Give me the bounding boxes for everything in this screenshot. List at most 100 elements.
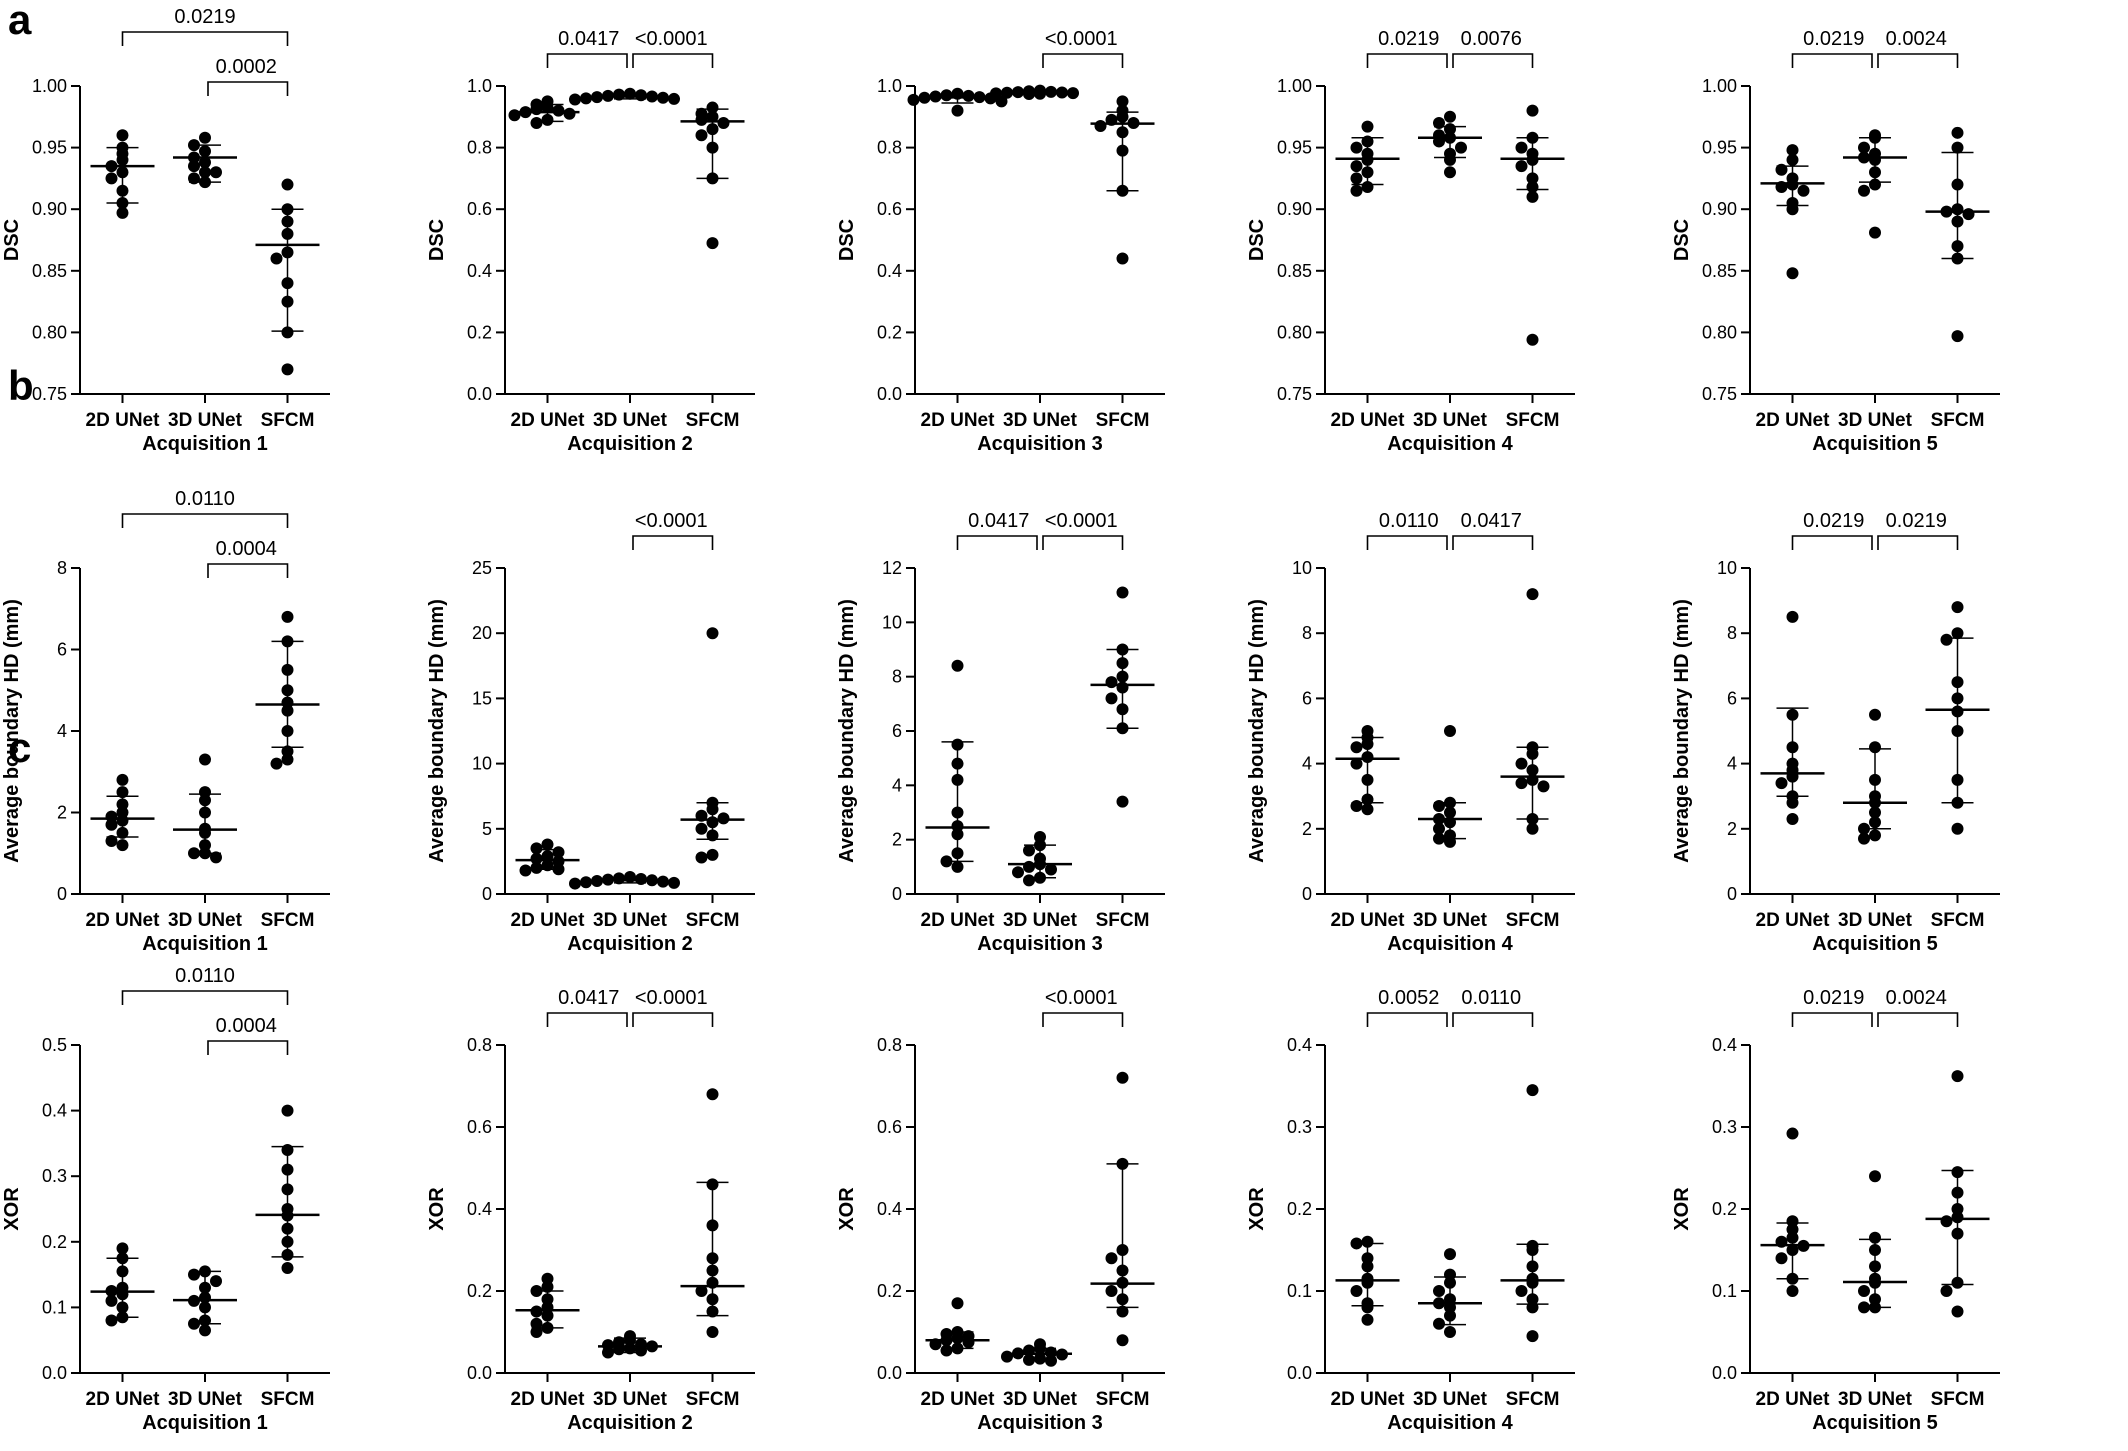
p-value-label: 0.0417 <box>558 987 619 1009</box>
y-tick-label: 0.80 <box>1277 322 1312 342</box>
p-value-label: 0.0219 <box>1803 987 1864 1009</box>
data-point <box>1787 611 1799 623</box>
data-point <box>1527 334 1539 346</box>
data-point <box>1869 227 1881 239</box>
y-axis-title: XOR <box>1 1187 23 1231</box>
y-tick-label: 10 <box>882 612 902 632</box>
x-tick-label: 2D UNet <box>86 910 161 931</box>
y-tick-label: 0.2 <box>877 1281 902 1301</box>
y-axis-title: Average boundary HD (mm) <box>1671 599 1693 863</box>
p-value-label: 0.0024 <box>1886 28 1947 50</box>
y-axis-title: DSC <box>1246 219 1268 261</box>
data-point <box>1963 208 1975 220</box>
p-value-label: 0.0004 <box>216 1015 277 1037</box>
y-tick-label: 0.4 <box>1712 1035 1737 1055</box>
x-tick-label: SFCM <box>1931 1389 1985 1410</box>
y-tick-label: 0.0 <box>467 1363 492 1383</box>
significance-bracket <box>1043 536 1123 550</box>
x-axis-title: Acquisition 3 <box>977 933 1103 955</box>
data-point <box>1952 601 1964 613</box>
chart-b4: 02468102D UNet 3D UNet SFCMAcquisition 4Av… <box>1246 510 1575 955</box>
data-point <box>1952 127 1964 139</box>
p-value-label: 0.0110 <box>175 965 235 987</box>
y-tick-label: 0.0 <box>1712 1363 1737 1383</box>
data-point <box>1362 121 1374 133</box>
x-tick-label: 3D UNet <box>1003 1389 1078 1410</box>
data-point <box>707 237 719 249</box>
x-tick-label: 2D UNet <box>511 410 586 431</box>
x-tick-label: SFCM <box>1506 1389 1560 1410</box>
data-point <box>282 179 294 191</box>
data-point <box>1869 1170 1881 1182</box>
chart-b5: 02468102D UNet 3D UNet SFCMAcquisition 5Av… <box>1671 510 2000 955</box>
data-point <box>1433 1285 1445 1297</box>
significance-bracket <box>208 82 288 96</box>
data-point <box>1527 1330 1539 1342</box>
chart-c1: 0.00.10.20.30.40.52D UNet 3D UNet SFCMAcqu… <box>1 965 330 1434</box>
p-value-label: <0.0001 <box>635 987 708 1009</box>
data-point <box>613 1343 625 1355</box>
data-point <box>1444 166 1456 178</box>
x-tick-label: 2D UNet <box>1331 910 1406 931</box>
x-tick-label: 2D UNet <box>1331 1389 1406 1410</box>
x-axis-title: Acquisition 4 <box>1387 433 1513 455</box>
x-tick-label: SFCM <box>1096 410 1150 431</box>
x-tick-label: 3D UNet <box>1413 410 1488 431</box>
data-point <box>188 160 200 172</box>
y-tick-label: 8 <box>892 667 902 687</box>
y-tick-label: 0.3 <box>42 1166 67 1186</box>
x-tick-label: 2D UNet <box>86 410 161 431</box>
data-point <box>941 1344 953 1356</box>
x-tick-label: 3D UNet <box>168 910 243 931</box>
data-point <box>282 754 294 766</box>
x-tick-label: SFCM <box>261 910 315 931</box>
data-point <box>1538 780 1550 792</box>
figure-canvas: 0.750.800.850.900.951.002D UNet 3D UNet SF… <box>0 0 2128 1451</box>
data-point <box>1527 1084 1539 1096</box>
x-tick-label: SFCM <box>686 1389 740 1410</box>
y-axis-title: XOR <box>426 1187 448 1231</box>
p-value-label: 0.0219 <box>174 6 235 28</box>
data-point <box>117 207 129 219</box>
x-tick-label: 3D UNet <box>1838 410 1913 431</box>
data-point <box>106 1315 118 1327</box>
y-tick-label: 2 <box>57 803 67 823</box>
y-axis-title: DSC <box>1671 219 1693 261</box>
x-tick-label: SFCM <box>686 910 740 931</box>
y-tick-label: 4 <box>57 721 67 741</box>
significance-bracket <box>1453 1013 1533 1027</box>
x-tick-label: SFCM <box>1506 910 1560 931</box>
y-tick-label: 0 <box>892 884 902 904</box>
x-axis-title: Acquisition 1 <box>142 1412 268 1434</box>
data-point <box>1362 803 1374 815</box>
y-tick-label: 0.1 <box>1712 1281 1737 1301</box>
chart-b3: 0246810122D UNet 3D UNet SFCMAcquisition 3… <box>836 510 1165 955</box>
data-point <box>696 114 708 126</box>
data-point <box>117 774 129 786</box>
significance-bracket <box>1368 1013 1448 1027</box>
data-point <box>1433 800 1445 812</box>
data-point <box>531 117 543 129</box>
y-tick-label: 0.6 <box>467 1117 492 1137</box>
y-tick-label: 2 <box>1727 819 1737 839</box>
significance-bracket <box>1878 54 1958 68</box>
data-point <box>1351 185 1363 197</box>
x-tick-label: SFCM <box>261 410 315 431</box>
data-point <box>1798 185 1810 197</box>
significance-bracket <box>123 991 288 1005</box>
significance-bracket <box>1368 54 1448 68</box>
data-point <box>668 93 680 105</box>
x-tick-label: 2D UNet <box>1756 410 1831 431</box>
chart-a2: 0.0 0.2 0.4 0.6 0.8 1.0 2D UNet 3D UNet SFCMAcqu… <box>426 28 755 455</box>
x-tick-label: 3D UNet <box>1003 410 1078 431</box>
data-point <box>1117 796 1129 808</box>
data-point <box>1787 1285 1799 1297</box>
data-point <box>117 129 129 141</box>
x-axis-title: Acquisition 3 <box>977 433 1103 455</box>
data-point <box>1941 634 1953 646</box>
data-point <box>199 754 211 766</box>
y-tick-label: 12 <box>882 558 902 578</box>
x-tick-label: 2D UNet <box>511 1389 586 1410</box>
y-tick-label: 15 <box>472 688 492 708</box>
y-tick-label: 0.95 <box>32 138 67 158</box>
